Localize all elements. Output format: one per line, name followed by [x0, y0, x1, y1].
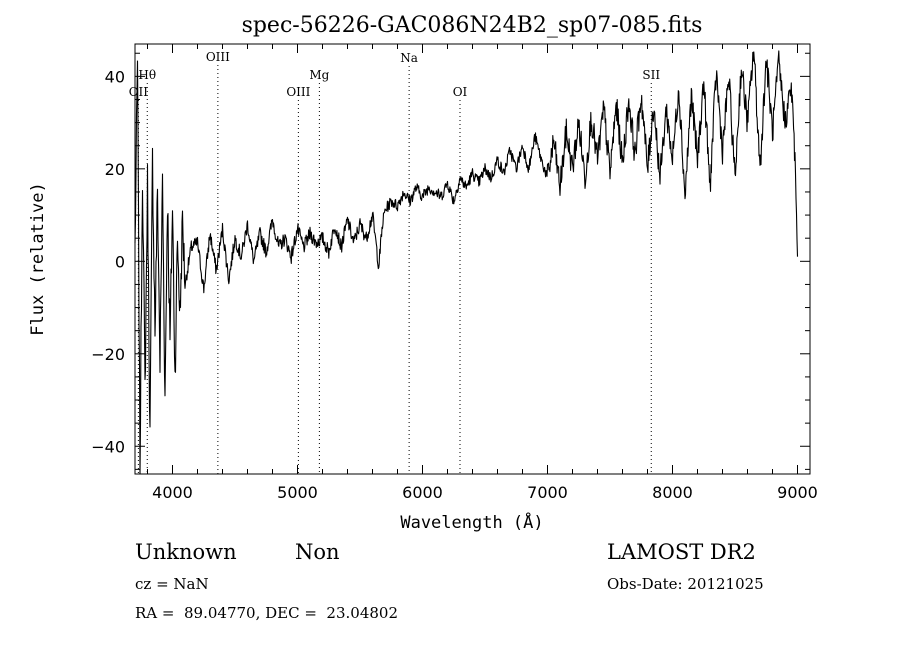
annotation-label: OIII [286, 85, 310, 99]
x-tick-label: 6000 [402, 483, 443, 502]
spectrum-line [134, 50, 799, 475]
observation-date: Obs-Date: 20121025 [607, 575, 764, 593]
x-tick-label: 4000 [152, 483, 193, 502]
annotation-label: Na [400, 51, 418, 65]
x-axis-label: Wavelength (Å) [400, 511, 543, 533]
x-tick-label: 5000 [277, 483, 318, 502]
sky-coordinates: RA = 89.04770, DEC = 23.04802 [135, 604, 399, 622]
annotation-label: SII [642, 68, 660, 82]
object-subclass: Non [295, 540, 340, 564]
annotation-label: Hθ [138, 68, 156, 82]
chart-title: spec-56226-GAC086N24B2_sp07-085.fits [242, 13, 703, 38]
survey-name: LAMOST DR2 [607, 540, 756, 564]
annotation-label: OI [453, 85, 468, 99]
line-annotations: OII Hθ OIII OIII Mg Na OI SII [129, 50, 660, 474]
y-tick-label: 40 [105, 67, 125, 86]
x-tick-label: 7000 [527, 483, 568, 502]
plot-frame [134, 43, 811, 475]
y-tick-label: −20 [91, 345, 125, 364]
y-tick-label: −40 [91, 437, 125, 456]
redshift-cz: cz = NaN [135, 575, 209, 593]
annotation-label: Mg [309, 68, 329, 82]
object-class: Unknown [135, 540, 237, 564]
x-tick-label: 8000 [652, 483, 693, 502]
annotation-label: OII [129, 85, 149, 99]
y-axis-label: Flux (relative) [28, 182, 48, 336]
axis-ticks: 4000 5000 6000 7000 8000 9000 −40 −20 0 20 40 [91, 44, 818, 502]
annotation-label: OIII [206, 50, 230, 64]
x-tick-label: 9000 [777, 483, 818, 502]
y-tick-label: 20 [105, 160, 125, 179]
y-tick-label: 0 [115, 252, 125, 271]
